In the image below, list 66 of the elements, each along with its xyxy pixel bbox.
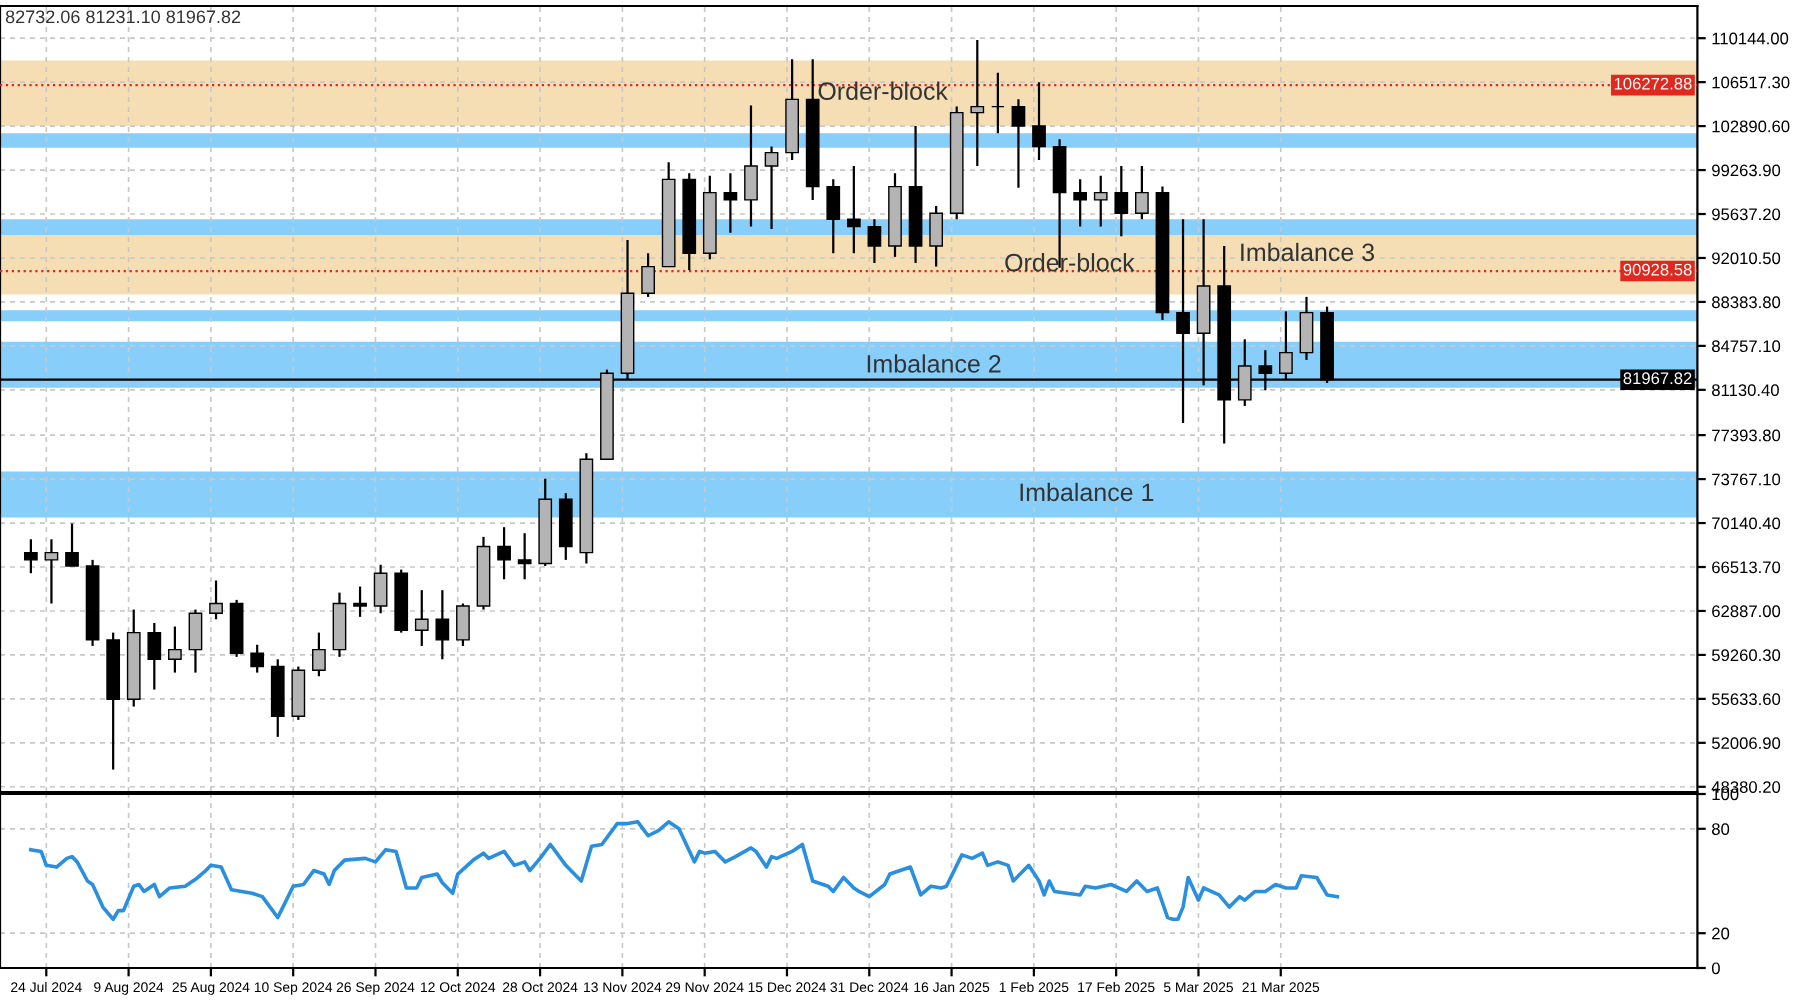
y-tick-label: 55633.60 bbox=[1711, 693, 1781, 706]
band-label: Order-block bbox=[818, 81, 948, 100]
candlestick bbox=[435, 589, 450, 661]
candlestick bbox=[353, 585, 367, 618]
y-tick-label: 70140.40 bbox=[1712, 517, 1781, 530]
candlestick bbox=[188, 608, 203, 674]
candlestick bbox=[641, 252, 655, 298]
y-tick-label: 102890.60 bbox=[1712, 120, 1790, 133]
ref-line-label: 81967.82 bbox=[1623, 372, 1692, 385]
candlestick bbox=[23, 538, 38, 575]
y-tick-label: 81130.40 bbox=[1712, 384, 1779, 397]
y-tick-label: 73767.10 bbox=[1712, 473, 1781, 486]
candlestick bbox=[1299, 295, 1314, 362]
ref-line-label: 90928.58 bbox=[1623, 263, 1692, 276]
y-tick-label: 66513.70 bbox=[1712, 561, 1781, 574]
y-tick-label: 84757.10 bbox=[1712, 340, 1781, 353]
candlestick bbox=[990, 71, 1005, 135]
candlestick bbox=[723, 172, 738, 234]
candlestick bbox=[312, 631, 326, 678]
candlestick bbox=[209, 579, 223, 621]
band-label: Imbalance 3 bbox=[1241, 242, 1374, 262]
y-tick-label: 88383.80 bbox=[1712, 296, 1781, 309]
candlestick bbox=[332, 591, 347, 658]
candlestick bbox=[558, 492, 573, 562]
y-tick-label: 52006.90 bbox=[1711, 737, 1781, 750]
candlestick bbox=[764, 145, 779, 231]
candlestick bbox=[497, 526, 511, 581]
candlestick bbox=[1032, 81, 1046, 162]
y-tick-label: 59260.30 bbox=[1711, 649, 1781, 662]
candlestick bbox=[168, 625, 182, 674]
y-tick-label: 62887.00 bbox=[1712, 605, 1781, 618]
band-label: Imbalance 1 bbox=[1020, 482, 1154, 502]
candlestick bbox=[65, 522, 79, 568]
candlestick bbox=[1093, 174, 1108, 228]
candlestick bbox=[744, 104, 758, 228]
candlestick bbox=[929, 204, 944, 268]
annotation: 82732.06 81231.10 81967.82 bbox=[5, 10, 241, 24]
y-tick-label: 92010.50 bbox=[1712, 252, 1781, 265]
candlestick bbox=[1073, 178, 1088, 228]
candlestick bbox=[291, 665, 306, 721]
candlestick bbox=[867, 218, 882, 265]
band-label: Imbalance 2 bbox=[867, 354, 1001, 373]
y-tick-label: 99263.90 bbox=[1712, 164, 1781, 177]
candlestick bbox=[1114, 164, 1129, 238]
y-tick-label: 0 bbox=[1711, 962, 1720, 975]
candlestick bbox=[1011, 98, 1026, 189]
line-series bbox=[29, 820, 1340, 922]
y-tick-label: 48380.20 bbox=[1711, 781, 1781, 793]
candlestick bbox=[414, 589, 429, 648]
candlestick bbox=[373, 563, 388, 615]
candlestick bbox=[826, 178, 841, 255]
candlestick bbox=[1135, 164, 1149, 221]
y-tick-label: 77393.80 bbox=[1712, 429, 1781, 442]
candlestick bbox=[147, 621, 162, 691]
candlestick bbox=[250, 643, 265, 674]
y-tick-label: 20 bbox=[1712, 927, 1730, 940]
candlestick bbox=[456, 602, 470, 648]
candlestick bbox=[44, 538, 59, 605]
candlestick bbox=[517, 532, 532, 581]
y-tick-label: 110144.00 bbox=[1712, 32, 1789, 45]
y-tick-label: 95637.20 bbox=[1712, 208, 1781, 221]
y-tick-label: 106517.30 bbox=[1712, 76, 1790, 89]
y-tick-label: 80 bbox=[1712, 823, 1730, 835]
candlestick bbox=[846, 164, 861, 255]
candlestick bbox=[970, 38, 985, 168]
ref-line-label: 106272.88 bbox=[1614, 77, 1692, 90]
